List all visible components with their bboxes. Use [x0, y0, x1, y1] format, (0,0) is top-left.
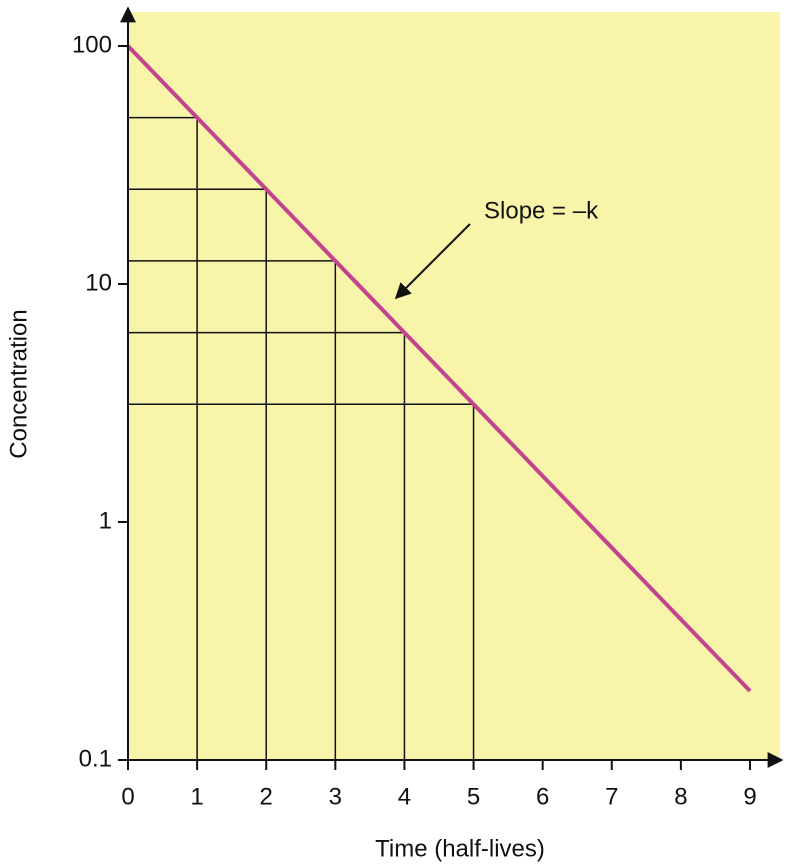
x-tick-label: 3	[329, 783, 342, 810]
x-tick-label: 5	[467, 783, 480, 810]
data-line	[126, 44, 752, 693]
x-tick-label: 6	[536, 783, 549, 810]
x-tick-label: 8	[674, 783, 687, 810]
y-axis-label: Concentration	[5, 309, 32, 458]
x-tick-label: 1	[190, 783, 203, 810]
x-axis-label: Time (half-lives)	[375, 835, 545, 862]
x-tick-label: 0	[121, 783, 134, 810]
x-tick-label: 2	[260, 783, 273, 810]
y-tick-label: 0.1	[79, 745, 112, 772]
plot-layer	[126, 44, 752, 760]
x-tick-label: 9	[743, 783, 756, 810]
y-tick-label: 100	[72, 31, 112, 58]
annotation-arrow	[394, 223, 471, 300]
y-tick-label: 1	[99, 507, 112, 534]
x-tick-label: 4	[398, 783, 411, 810]
annotation: Slope = –k	[484, 197, 599, 224]
y-tick-label: 10	[85, 269, 112, 296]
x-tick-label: 7	[605, 783, 618, 810]
